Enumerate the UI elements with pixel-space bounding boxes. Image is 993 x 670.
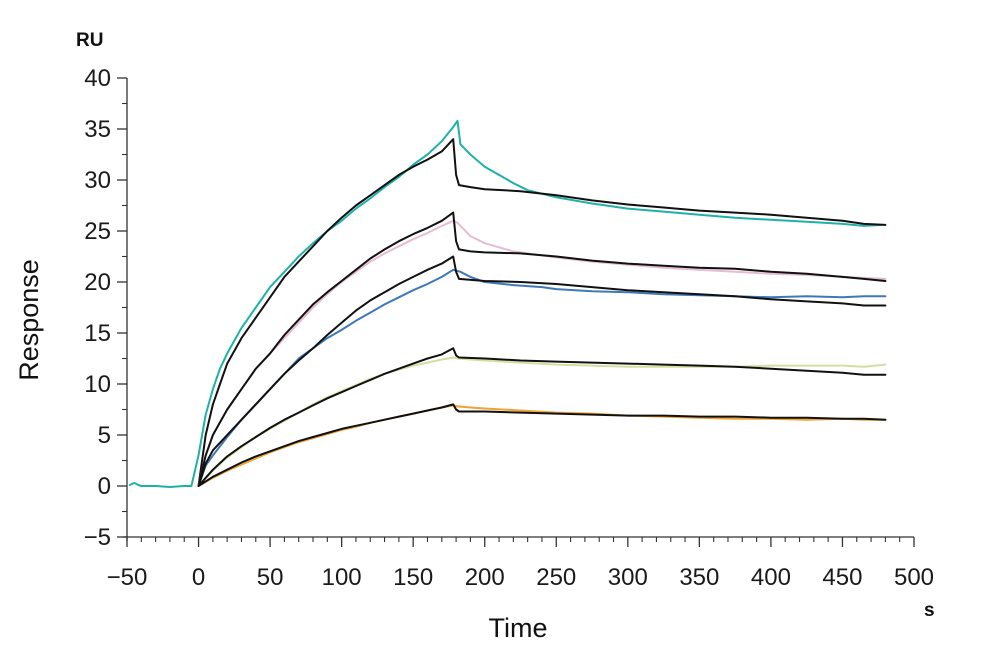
x-tick-label: −50	[107, 564, 148, 591]
y-tick-label: 20	[84, 269, 111, 296]
x-unit-label: s	[924, 600, 935, 621]
x-tick-label: 150	[393, 564, 433, 591]
series-line-5	[197, 268, 887, 487]
x-axis: −50 0 50 100 150 200 250 300 350 400 450 500	[107, 536, 934, 591]
series-line-4	[197, 211, 887, 487]
x-tick-label: 450	[822, 564, 862, 591]
series-line-10	[197, 403, 887, 487]
series-layer	[128, 119, 887, 488]
x-axis-title: Time	[489, 613, 548, 643]
x-tick-label: 250	[536, 564, 576, 591]
y-tick-label: 5	[98, 422, 111, 449]
y-tick-label: 35	[84, 116, 111, 143]
y-tick-label: 40	[84, 65, 111, 92]
y-tick-label: 25	[84, 218, 111, 245]
y-axis-title: Response	[14, 259, 44, 381]
y-tick-label: 0	[98, 473, 111, 500]
x-tick-label: 350	[679, 564, 719, 591]
x-tick-label: 400	[751, 564, 791, 591]
series-line-2	[197, 138, 887, 487]
y-axis: −5 0 5 10 15 20 25 30 35 40	[84, 65, 128, 551]
x-tick-label: 200	[465, 564, 505, 591]
x-tick-label: 50	[257, 564, 284, 591]
x-tick-label: 300	[608, 564, 648, 591]
y-unit-label: RU	[76, 30, 103, 51]
series-line-1	[128, 119, 884, 488]
x-tick-label: 500	[894, 564, 934, 591]
series-line-7	[197, 356, 887, 487]
y-tick-label: −5	[84, 524, 111, 551]
series-line-3	[197, 219, 887, 487]
series-line-8	[197, 347, 887, 487]
series-line-6	[197, 255, 887, 487]
y-tick-label: 15	[84, 320, 111, 347]
y-tick-label: 30	[84, 167, 111, 194]
x-tick-label: 0	[192, 564, 205, 591]
y-tick-label: 10	[84, 371, 111, 398]
x-tick-label: 100	[322, 564, 362, 591]
